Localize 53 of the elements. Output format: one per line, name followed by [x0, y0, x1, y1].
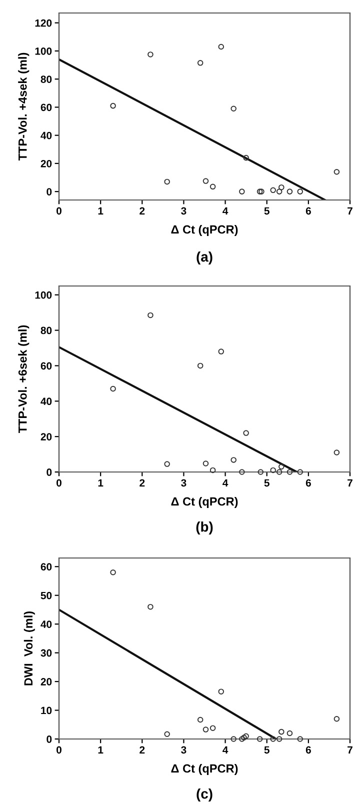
x-tick-label: 2: [140, 479, 145, 486]
x-tick-label: 2: [140, 207, 145, 214]
text: (a): [196, 252, 212, 264]
text: (c): [196, 788, 212, 802]
x-tick-label: 3: [181, 746, 186, 754]
x-tick-label: 4: [222, 207, 228, 214]
y-tick-label: 80: [40, 76, 52, 83]
y-tick-label: 10: [41, 706, 52, 714]
x-tick-label: 4: [222, 746, 228, 754]
y-tick-label: 60: [40, 362, 52, 370]
y-tick-label: 60: [40, 104, 52, 112]
y-tick-label: 0: [46, 736, 52, 743]
x-tick-label: 3: [181, 207, 186, 215]
y-tick-label: 100: [35, 291, 52, 299]
x-axis-title: Δ Ct (qPCR): [171, 496, 238, 508]
text: (b): [196, 522, 213, 534]
y-axis-title: DWI Vol. (ml): [24, 611, 35, 686]
x-tick-label: 1: [98, 479, 104, 486]
x-tick-label: 5: [264, 207, 270, 215]
y-tick-label: 0: [46, 468, 52, 476]
x-tick-label: 7: [348, 207, 352, 214]
x-tick-label: 7: [348, 746, 352, 754]
x-tick-label: 5: [264, 479, 270, 487]
y-tick-label: 40: [40, 398, 52, 406]
x-tick-label: 4: [222, 479, 228, 486]
x-tick-label: 2: [140, 746, 145, 754]
x-axis-title: Δ Ct (qPCR): [171, 224, 238, 236]
y-tick-label: 20: [40, 433, 52, 440]
x-tick-label: 0: [56, 746, 62, 754]
y-tick-label: 50: [40, 592, 52, 600]
y-tick-label: 20: [40, 678, 52, 686]
x-tick-label: 0: [56, 479, 62, 487]
x-tick-label: 1: [98, 207, 104, 214]
y-tick-label: 100: [35, 47, 52, 55]
y-tick-label: 120: [35, 19, 52, 27]
x-tick-label: 5: [264, 746, 270, 754]
x-tick-label: 6: [306, 746, 311, 754]
x-tick-label: 6: [306, 207, 311, 215]
y-tick-label: 20: [40, 160, 52, 168]
x-axis-title: Δ Ct (qPCR): [171, 764, 238, 775]
x-tick-label: 0: [56, 207, 62, 215]
x-tick-label: 7: [348, 479, 352, 486]
y-tick-label: 40: [40, 620, 52, 628]
x-tick-label: 1: [98, 746, 104, 754]
y-axis-title: TTP-Vol. +4sek (ml): [18, 52, 30, 161]
y-tick-label: 0: [46, 188, 52, 196]
x-tick-label: 6: [306, 479, 311, 487]
y-axis-title: TTP-Vol. +6sek (ml): [18, 325, 30, 434]
y-tick-label: 80: [40, 326, 52, 334]
y-tick-label: 40: [40, 132, 52, 140]
y-tick-label: 30: [40, 649, 52, 657]
x-tick-label: 3: [181, 479, 186, 487]
y-tick-label: 60: [40, 563, 52, 570]
